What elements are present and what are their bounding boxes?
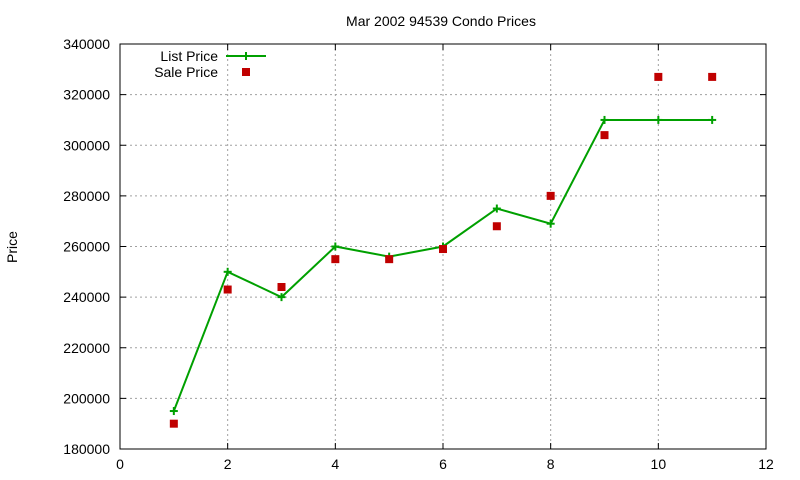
series-sale-price: [169, 72, 717, 428]
data-point: [331, 255, 340, 264]
data-point: [223, 285, 232, 294]
data-point: [385, 255, 394, 264]
y-tick-label: 300000: [63, 137, 110, 153]
y-tick-label: 180000: [63, 441, 110, 457]
data-point: [331, 242, 340, 251]
data-point: [654, 72, 663, 81]
data-point: [600, 115, 609, 124]
data-point: [277, 283, 286, 291]
x-tick-label: 0: [116, 456, 124, 472]
data-point: [223, 267, 232, 276]
y-tick-label: 200000: [63, 390, 110, 406]
legend-marker-sample: [242, 52, 250, 60]
data-point: [492, 222, 501, 231]
data-point: [439, 245, 447, 254]
data-point: [654, 115, 663, 124]
data-point: [492, 204, 501, 213]
data-point: [546, 219, 555, 228]
legend-marker-sample: [242, 68, 250, 76]
y-tick-label: 340000: [63, 36, 110, 52]
series-layer: [169, 72, 717, 428]
data-point: [546, 191, 555, 200]
x-tick-label: 8: [547, 456, 555, 472]
x-tick-label: 4: [331, 456, 339, 472]
axis-ticks: 0 2 4 6 8 10 12 180000 200000 220000 240000 260000 2…: [63, 36, 774, 472]
data-point: [600, 131, 609, 140]
data-point: [169, 407, 178, 416]
y-axis-label: Price: [4, 231, 20, 263]
y-tick-label: 320000: [63, 87, 110, 103]
y-tick-label: 240000: [63, 289, 110, 305]
data-point: [708, 115, 717, 124]
x-tick-label: 2: [224, 456, 232, 472]
x-tick-label: 12: [758, 456, 774, 472]
legend-label: Sale Price: [154, 64, 218, 80]
data-point: [169, 419, 178, 428]
x-tick-label: 6: [439, 456, 447, 472]
data-point: [708, 72, 717, 81]
data-point: [277, 293, 286, 302]
legend-label: List Price: [160, 48, 218, 64]
y-tick-label: 260000: [63, 239, 110, 255]
x-tick-label: 10: [651, 456, 667, 472]
chart-title: Mar 2002 94539 Condo Prices: [346, 13, 536, 29]
y-tick-label: 280000: [63, 188, 110, 204]
y-tick-label: 220000: [63, 340, 110, 356]
